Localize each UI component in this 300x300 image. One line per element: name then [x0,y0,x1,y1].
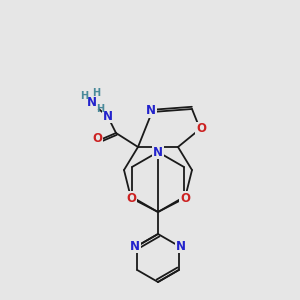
Text: H: H [92,88,100,98]
Text: O: O [180,191,190,205]
Text: N: N [176,239,186,253]
Text: N: N [153,146,163,158]
Text: N: N [103,110,113,122]
Text: N: N [87,95,97,109]
Text: O: O [92,131,102,145]
Text: H: H [80,91,88,101]
Text: O: O [196,122,206,136]
Text: O: O [126,191,136,205]
Text: N: N [130,239,140,253]
Text: N: N [146,104,156,118]
Text: H: H [96,104,104,114]
